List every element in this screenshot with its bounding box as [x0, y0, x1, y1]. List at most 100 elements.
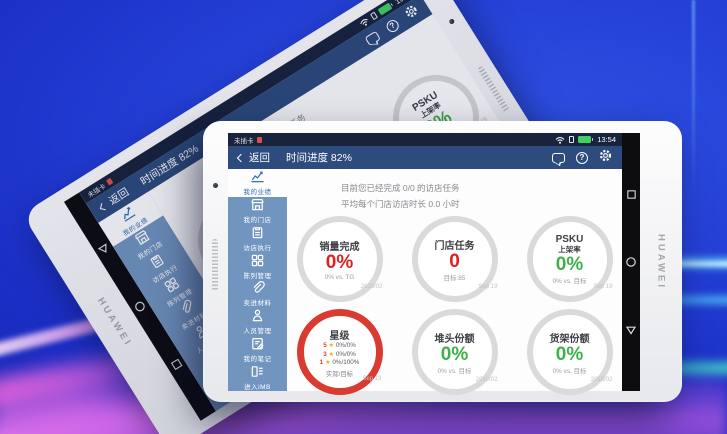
sidebar-item-my-notes[interactable]: 我的笔记: [228, 336, 287, 364]
kpi-compare: 目标:85: [443, 274, 466, 282]
kpi-title: 货架份额: [549, 333, 590, 345]
kpi-title: PSKU: [555, 233, 584, 245]
chat-icon[interactable]: [364, 30, 381, 46]
app-header: 返回 时间进度 82% ?: [228, 146, 622, 169]
kpi-compare: 0% vs. 目标: [552, 367, 587, 375]
status-bar: 未插卡 13:54: [228, 133, 622, 146]
kpi-title: 堆头份额: [434, 333, 475, 345]
sim-error-icon: [256, 136, 262, 143]
kpi-title: 门店任务: [434, 240, 475, 252]
sidebar-item-display-management[interactable]: 陈列管理: [228, 252, 287, 280]
star-icon: ★: [324, 359, 331, 367]
left-bezel: [203, 121, 228, 402]
file-transfer-icon: [370, 11, 379, 21]
kpi-star-rating[interactable]: 星级 5 ★ 0%/0% 3 ★ 0%/0% 1 ★ 0%/100% 实际/目标…: [296, 309, 383, 396]
sidebar-item-my-stores[interactable]: 我的门店: [113, 215, 178, 270]
kpi-psku-listing[interactable]: PSKU 上架率 0% 0% vs. 目标 Sep 19: [526, 216, 613, 303]
back-triangle-icon[interactable]: [624, 323, 638, 337]
status-bar: 未插卡 13:54: [79, 0, 421, 204]
kpi-value: 0: [449, 250, 460, 272]
no-sim-label: 未插卡: [234, 137, 254, 145]
sidebar-item-personnel[interactable]: 人员管理: [228, 308, 287, 336]
kpi-value: 0%: [325, 251, 354, 273]
sidebar-item-label: 陈列管理: [243, 272, 272, 280]
storefront-icon: [250, 197, 265, 212]
notes-icon: [250, 336, 265, 351]
kpi-store-tasks[interactable]: 门店任务 0 目标:85 Sep 19: [411, 216, 498, 303]
sidebar-item-my-performance[interactable]: 我的业绩: [228, 169, 287, 197]
kpi-shelf-share[interactable]: 货架份额 0% 0% vs. 目标 2019/02: [526, 309, 613, 396]
star-icon: ★: [328, 341, 335, 349]
home-circle-icon[interactable]: [624, 255, 638, 269]
android-nav-bar: [622, 133, 640, 391]
vertical-light-line: [692, 0, 695, 200]
help-icon[interactable]: ?: [384, 17, 401, 34]
sidebar-item-visit-execution[interactable]: 访店执行: [228, 225, 287, 253]
sidebar-item-sellin-materials[interactable]: 卖进材料: [228, 280, 287, 308]
kpi-title: 星级: [329, 330, 350, 342]
grid-icon: [250, 253, 265, 268]
summary-line2: 平均每个门店访店时长 0.0 小时: [341, 198, 460, 209]
star-row: 3 ★ 0%/0%: [323, 350, 356, 358]
kpi-value: 0%: [555, 253, 584, 275]
speaker-grille: [212, 239, 218, 291]
sidebar-item-label: 人员管理: [243, 328, 272, 336]
kpi-subtitle: 上架率: [558, 244, 581, 254]
time-progress-label: 时间进度 82%: [286, 152, 352, 164]
sidebar-item-label: 我的笔记: [243, 355, 272, 363]
wifi-icon: [355, 12, 373, 33]
battery-icon: [578, 136, 594, 143]
star-row: 1 ★ 0%/100%: [319, 359, 360, 367]
sidebar-item-label: 卖进材料: [243, 300, 272, 308]
kpi-compare: 0% vs. 目标: [552, 277, 587, 285]
front-camera: [448, 18, 456, 25]
sidebar-item-label: 我的业绩: [243, 189, 272, 197]
person-icon: [250, 308, 265, 323]
app-header: 返回 时间进度 82% ?: [86, 0, 433, 223]
star-row: 5 ★ 0%/0%: [323, 341, 356, 349]
back-triangle-icon[interactable]: [94, 239, 113, 258]
sidebar-nav: 我的业绩 我的门店 访店执行 陈列管理: [228, 169, 287, 391]
back-chevron-icon: [236, 153, 246, 162]
kpi-date: Sep 19: [478, 284, 498, 291]
kpi-value: 0%: [555, 343, 584, 365]
kpi-date: Sep 19: [593, 284, 613, 291]
back-chevron-icon: [99, 202, 107, 210]
kpi-date: 2019/02: [475, 377, 498, 384]
wifi-icon: [555, 131, 565, 149]
front-tablet: 未插卡 13:54 返回 时间进度 82%: [203, 121, 682, 402]
storefront-icon: [132, 227, 153, 248]
kpi-endcap-share[interactable]: 堆头份额 0% 0% vs. 目标 2019/02: [411, 309, 498, 396]
right-bezel: HUAWEI: [640, 121, 682, 402]
clipboard-icon: [250, 225, 265, 240]
kpi-compare: 0% vs. TG: [324, 273, 355, 281]
sidebar-item-my-performance[interactable]: 我的业绩: [98, 191, 164, 247]
settings-gear-icon[interactable]: [402, 2, 423, 24]
settings-gear-icon[interactable]: [599, 149, 612, 167]
app-screen: 未插卡 13:54 返回 时间进度 82%: [228, 133, 622, 396]
huawei-logo: HUAWEI: [655, 233, 667, 290]
kpi-date: Sep 19: [362, 376, 382, 383]
help-icon[interactable]: ?: [576, 151, 588, 164]
front-camera: [213, 183, 218, 188]
kpi-date: 2019/02: [360, 284, 383, 291]
sidebar-item-enter-imb[interactable]: 进入iMB: [228, 363, 287, 391]
star-icon: ★: [328, 350, 335, 358]
kpi-sales-completion[interactable]: 销量完成 0% 0% vs. TG 2019/02: [296, 216, 383, 303]
chat-icon[interactable]: [552, 152, 565, 163]
recents-square-icon[interactable]: [624, 187, 638, 201]
back-button[interactable]: 返回: [249, 152, 270, 164]
chart-line-icon: [250, 169, 265, 184]
star-footer: 实际/目标: [326, 371, 353, 379]
sidebar-item-my-stores[interactable]: 我的门店: [228, 197, 287, 225]
kpi-title: 销量完成: [319, 241, 360, 253]
sidebar-item-label: 访店执行: [243, 244, 272, 252]
kpi-date: 2019/02: [590, 377, 613, 384]
kpi-compare: 0% vs. 目标: [437, 367, 472, 375]
sidebar-item-label: 进入iMB: [244, 383, 271, 391]
kpi-value: 0%: [440, 343, 469, 365]
chart-line-icon: [117, 204, 138, 225]
dashboard-main: 目前您已经完成 0/0 的访店任务 平均每个门店访店时长 0.0 小时 销量完成…: [287, 169, 622, 396]
file-transfer-icon: [569, 136, 575, 143]
